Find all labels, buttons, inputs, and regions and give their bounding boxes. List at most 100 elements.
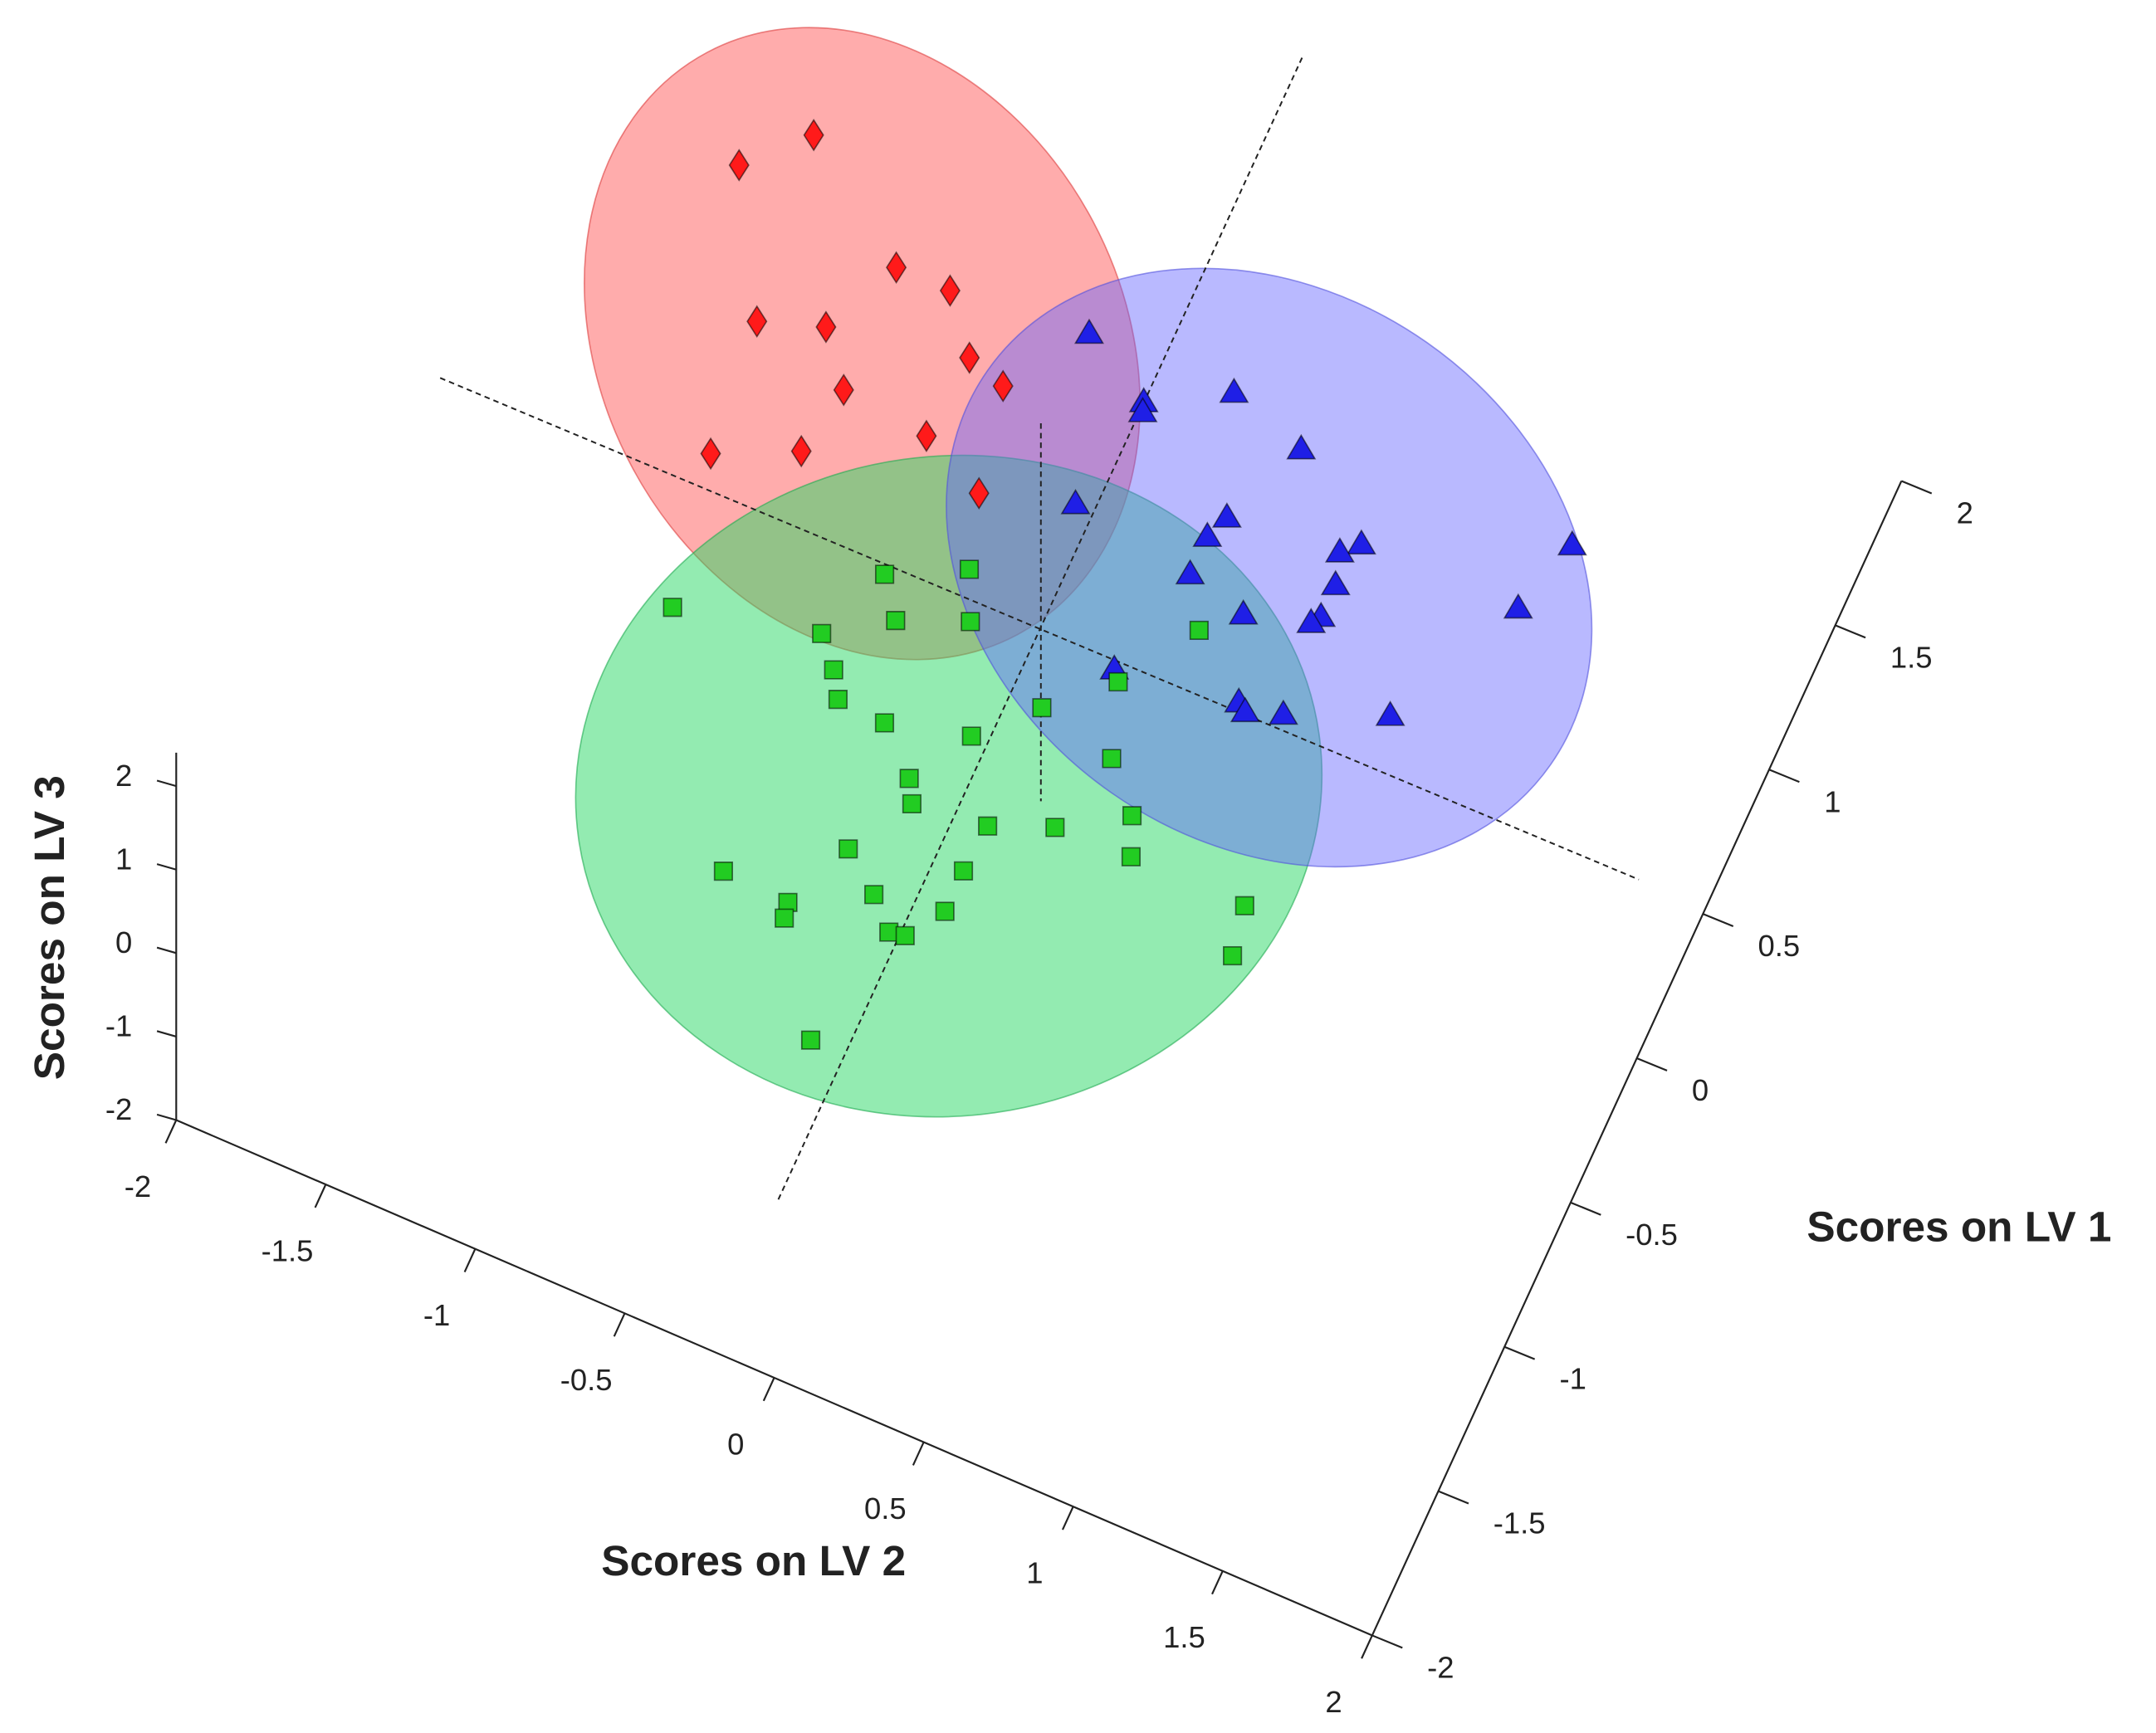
point	[1219, 377, 1249, 403]
point	[838, 839, 858, 859]
point	[713, 862, 734, 881]
point	[800, 1030, 821, 1050]
x-tick	[1835, 624, 1866, 639]
x-tick-label: 1.5	[1890, 640, 1933, 674]
point	[864, 885, 884, 905]
y-tick	[1361, 1634, 1373, 1659]
y-tick	[463, 1248, 477, 1273]
z-tick-label: 1	[115, 842, 132, 876]
y-tick-label: -1	[423, 1298, 450, 1332]
x-tick	[1702, 913, 1734, 928]
dashed-axis	[775, 57, 1303, 1203]
point	[1324, 537, 1355, 563]
y-tick	[1061, 1506, 1074, 1530]
y-tick-label: 2	[1325, 1685, 1342, 1719]
z-axis-title: Scores on LV 3	[26, 775, 73, 1080]
point	[728, 149, 750, 182]
ellipsoid-green	[574, 454, 1323, 1118]
point	[1127, 397, 1158, 422]
point	[886, 251, 907, 284]
point	[939, 274, 961, 307]
z-tick-label: 0	[115, 925, 132, 959]
point	[824, 660, 843, 680]
y-axis-title: Scores on LV 2	[601, 1537, 906, 1584]
point	[899, 769, 919, 788]
z-tick	[156, 1030, 177, 1037]
z-tick-label: 2	[115, 759, 132, 793]
y-tick-label: 0.5	[864, 1491, 907, 1526]
point	[1121, 847, 1142, 866]
x-tick	[1570, 1201, 1601, 1216]
point	[828, 690, 848, 710]
point	[1192, 521, 1223, 547]
x-tick-label: 1	[1824, 784, 1841, 818]
point	[1102, 749, 1122, 769]
point	[833, 373, 854, 407]
x-tick	[1503, 1345, 1536, 1360]
x-tick-label: -0.5	[1626, 1218, 1678, 1252]
x-tick-label: -2	[1427, 1650, 1454, 1684]
point	[961, 612, 980, 632]
point	[1268, 699, 1298, 725]
z-tick	[156, 779, 177, 788]
x-tick	[1438, 1490, 1469, 1505]
point	[1503, 593, 1533, 619]
y-tick-label: -0.5	[560, 1363, 613, 1397]
y-tick-label: -1.5	[262, 1234, 314, 1268]
x-tick	[1900, 480, 1933, 495]
point	[1122, 806, 1142, 826]
y-tick-label: 1	[1026, 1556, 1043, 1590]
x-tick	[1636, 1057, 1668, 1072]
point	[803, 119, 824, 152]
point	[902, 793, 922, 814]
y-tick	[1211, 1570, 1224, 1595]
point	[978, 816, 998, 836]
x-tick-label: -1	[1559, 1362, 1586, 1396]
y-tick	[762, 1377, 775, 1402]
point	[790, 434, 812, 468]
y-tick	[613, 1312, 626, 1337]
point	[1045, 818, 1065, 837]
point	[953, 861, 974, 881]
x-tick	[1371, 1634, 1403, 1649]
point	[1211, 502, 1242, 528]
point	[1234, 896, 1254, 915]
z-tick-label: -2	[105, 1092, 132, 1126]
ellipsoids	[574, 27, 1593, 1118]
point	[1557, 530, 1587, 556]
point	[1228, 598, 1259, 625]
point	[935, 901, 955, 921]
point	[1189, 620, 1209, 641]
point	[1320, 569, 1351, 596]
y-tick	[164, 1120, 178, 1144]
point	[1375, 700, 1406, 726]
principal-axes	[439, 57, 1640, 1203]
y-tick	[314, 1184, 327, 1208]
z-tick	[156, 946, 177, 954]
y-tick	[912, 1442, 925, 1466]
y-tick-label: 0	[727, 1427, 744, 1461]
point	[1296, 608, 1327, 633]
point	[959, 341, 980, 374]
z-tick	[156, 1113, 177, 1121]
point	[879, 922, 899, 942]
point	[1073, 318, 1104, 344]
x-tick-label: 2	[1957, 496, 1973, 530]
ellipsoid-blue	[946, 267, 1593, 868]
point	[662, 598, 682, 618]
x-tick	[1768, 769, 1800, 784]
y-tick-label: -2	[125, 1169, 151, 1203]
point	[1223, 945, 1243, 966]
point	[916, 419, 937, 453]
point	[895, 925, 915, 945]
x-tick-label: 0.5	[1758, 929, 1801, 963]
point	[815, 310, 837, 344]
point	[1032, 698, 1052, 718]
point	[700, 437, 721, 471]
point	[886, 611, 906, 631]
point	[1108, 671, 1128, 692]
point	[959, 559, 980, 579]
point	[812, 623, 832, 643]
